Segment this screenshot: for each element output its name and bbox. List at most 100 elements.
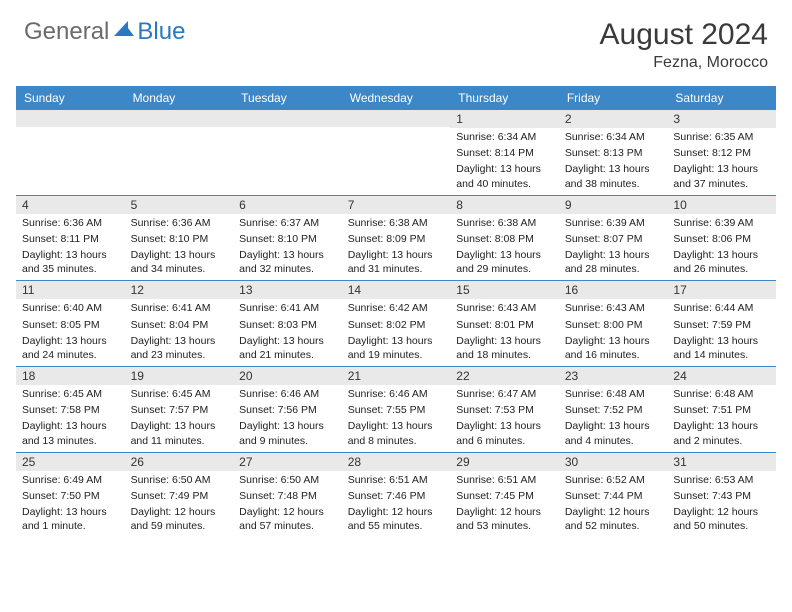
calendar-cell bbox=[125, 110, 234, 196]
cell-content: Sunrise: 6:52 AM Sunset: 7:44 PM Daylight:… bbox=[559, 473, 668, 538]
sunrise-text: Sunrise: 6:40 AM bbox=[22, 301, 119, 315]
calendar-cell: 22Sunrise: 6:47 AMSunset: 7:53 PMDayligh… bbox=[450, 367, 559, 453]
sunrise-text: Sunrise: 6:49 AM bbox=[22, 473, 119, 487]
logo-triangle-icon bbox=[113, 19, 135, 37]
day-header-friday: Friday bbox=[559, 86, 668, 110]
calendar-cell bbox=[16, 110, 125, 196]
day-number bbox=[16, 110, 125, 127]
day-header-monday: Monday bbox=[125, 86, 234, 110]
calendar-cell: 21Sunrise: 6:46 AMSunset: 7:55 PMDayligh… bbox=[342, 367, 451, 453]
calendar-cell: 28 Sunrise: 6:51 AMSunset: 7:46 PMDayligh… bbox=[342, 453, 451, 538]
sunrise-text: Sunrise: 6:34 AM bbox=[565, 130, 662, 144]
sunrise-text: Sunrise: 6:50 AM bbox=[131, 473, 228, 487]
sunrise-text: Sunrise: 6:36 AM bbox=[22, 216, 119, 230]
daylight-text: Daylight: 12 hours and 52 minutes. bbox=[565, 505, 662, 533]
day-number: 30 bbox=[559, 453, 668, 471]
day-number: 8 bbox=[450, 196, 559, 214]
daylight-text: Daylight: 13 hours and 21 minutes. bbox=[239, 334, 336, 362]
daylight-text: Daylight: 13 hours and 1 minute. bbox=[22, 505, 119, 533]
week-row: 25Sunrise: 6:49 AMSunset: 7:50 PMDayligh… bbox=[16, 453, 776, 538]
sunset-text: Sunset: 8:12 PM bbox=[673, 146, 770, 160]
day-number: 9 bbox=[559, 196, 668, 214]
sunrise-text: Sunrise: 6:36 AM bbox=[131, 216, 228, 230]
calendar-cell: 10Sunrise: 6:39 AMSunset: 8:06 PMDayligh… bbox=[667, 196, 776, 282]
cell-content: Sunrise: 6:45 AMSunset: 7:58 PMDaylight:… bbox=[16, 387, 125, 452]
cell-content: Sunrise: 6:51 AMSunset: 7:46 PMDaylight:… bbox=[342, 473, 451, 538]
day-number: 5 bbox=[125, 196, 234, 214]
sunset-text: Sunset: 8:01 PM bbox=[456, 318, 553, 332]
calendar-cell: 31Sunrise: 6:53 AMSunset: 7:43 PMDayligh… bbox=[667, 453, 776, 538]
sunrise-text: Sunrise: 6:43 AM bbox=[456, 301, 553, 315]
calendar-cell: 9Sunrise: 6:39 AMSunset: 8:07 PMDaylight… bbox=[559, 196, 668, 282]
sunset-text: Sunset: 8:06 PM bbox=[673, 232, 770, 246]
cell-content: Sunrise: 6:51 AMSunset: 7:45 PMDaylight:… bbox=[450, 473, 559, 538]
sunrise-text: Sunrise: 6:48 AM bbox=[673, 387, 770, 401]
sunrise-text: Sunrise: 6:46 AM bbox=[239, 387, 336, 401]
calendar-cell bbox=[233, 110, 342, 196]
day-number: 7 bbox=[342, 196, 451, 214]
sunset-text: Sunset: 7:53 PM bbox=[456, 403, 553, 417]
cell-content: Sunrise: 6:46 AMSunset: 7:55 PMDaylight:… bbox=[342, 387, 451, 452]
day-number: 13 bbox=[233, 281, 342, 299]
sunrise-text: Sunrise: 6:37 AM bbox=[239, 216, 336, 230]
daylight-text: Daylight: 13 hours and 8 minutes. bbox=[348, 419, 445, 447]
day-number: 2 bbox=[559, 110, 668, 128]
cell-content: Sunrise: 6:50 AMSunset: 7:48 PMDaylight:… bbox=[233, 473, 342, 538]
calendar-cell: 15Sunrise: 6:43 AMSunset: 8:01 PMDayligh… bbox=[450, 281, 559, 367]
day-number: 12 bbox=[125, 281, 234, 299]
calendar-cell: 17Sunrise: 6:44 AMSunset: 7:59 PMDayligh… bbox=[667, 281, 776, 367]
calendar-cell: 27Sunrise: 6:50 AMSunset: 7:48 PMDayligh… bbox=[233, 453, 342, 538]
day-number: 29 bbox=[450, 453, 559, 471]
day-number: 19 bbox=[125, 367, 234, 385]
day-number: 6 bbox=[233, 196, 342, 214]
day-header-tuesday: Tuesday bbox=[233, 86, 342, 110]
cell-content: Sunrise: 6:34 AMSunset: 8:13 PMDaylight:… bbox=[559, 130, 668, 195]
day-number: 14 bbox=[342, 281, 451, 299]
day-number: 3 bbox=[667, 110, 776, 128]
calendar-cell: 16Sunrise: 6:43 AMSunset: 8:00 PMDayligh… bbox=[559, 281, 668, 367]
cell-content: Sunrise: 6:43 AMSunset: 8:00 PMDaylight:… bbox=[559, 301, 668, 366]
calendar-cell: 7Sunrise: 6:38 AMSunset: 8:09 PMDaylight… bbox=[342, 196, 451, 282]
sunrise-text: Sunrise: 6:48 AM bbox=[565, 387, 662, 401]
calendar-cell: 13Sunrise: 6:41 AMSunset: 8:03 PMDayligh… bbox=[233, 281, 342, 367]
daylight-text: Daylight: 13 hours and 34 minutes. bbox=[131, 248, 228, 276]
day-header-sunday: Sunday bbox=[16, 86, 125, 110]
calendar-cell: 12Sunrise: 6:41 AMSunset: 8:04 PMDayligh… bbox=[125, 281, 234, 367]
day-number bbox=[125, 110, 234, 127]
sunset-text: Sunset: 8:04 PM bbox=[131, 318, 228, 332]
sunrise-text: Sunrise: 6:34 AM bbox=[456, 130, 553, 144]
cell-content: Sunrise: 6:48 AMSunset: 7:52 PMDaylight:… bbox=[559, 387, 668, 452]
sunset-text: Sunset: 7:43 PM bbox=[673, 489, 770, 503]
daylight-text: Daylight: 13 hours and 16 minutes. bbox=[565, 334, 662, 362]
sunset-text: Sunset: 7:55 PM bbox=[348, 403, 445, 417]
sunrise-text: Sunrise: 6:51 AM bbox=[456, 473, 553, 487]
sunrise-text: Sunrise: 6:52 AM bbox=[565, 473, 662, 487]
sunset-text: Sunset: 8:11 PM bbox=[22, 232, 119, 246]
sunrise-text: Sunrise: 6:41 AM bbox=[131, 301, 228, 315]
sunset-text: Sunset: 7:51 PM bbox=[673, 403, 770, 417]
sunrise-text: Sunrise: 6:38 AM bbox=[348, 216, 445, 230]
calendar-cell bbox=[342, 110, 451, 196]
sunset-text: Sunset: 7:44 PM bbox=[565, 489, 662, 503]
cell-content: Sunrise: 6:34 AMSunset: 8:14 PMDaylight:… bbox=[450, 130, 559, 195]
day-number: 26 bbox=[125, 453, 234, 471]
daylight-text: Daylight: 13 hours and 31 minutes. bbox=[348, 248, 445, 276]
daylight-text: Daylight: 13 hours and 26 minutes. bbox=[673, 248, 770, 276]
cell-content: Sunrise: 6:36 AMSunset: 8:10 PMDaylight:… bbox=[125, 216, 234, 281]
logo: General Blue bbox=[24, 18, 185, 46]
sunset-text: Sunset: 8:13 PM bbox=[565, 146, 662, 160]
sunset-text: Sunset: 8:08 PM bbox=[456, 232, 553, 246]
cell-content: Sunrise: 6:43 AMSunset: 8:01 PMDaylight:… bbox=[450, 301, 559, 366]
sunset-text: Sunset: 8:10 PM bbox=[239, 232, 336, 246]
sunset-text: Sunset: 7:50 PM bbox=[22, 489, 119, 503]
sunset-text: Sunset: 7:45 PM bbox=[456, 489, 553, 503]
day-number: 31 bbox=[667, 453, 776, 471]
daylight-text: Daylight: 13 hours and 28 minutes. bbox=[565, 248, 662, 276]
sunset-text: Sunset: 7:58 PM bbox=[22, 403, 119, 417]
calendar-cell: 23Sunrise: 6:48 AMSunset: 7:52 PMDayligh… bbox=[559, 367, 668, 453]
sunset-text: Sunset: 7:46 PM bbox=[348, 489, 445, 503]
day-number: 28 bbox=[342, 453, 451, 471]
daylight-text: Daylight: 13 hours and 29 minutes. bbox=[456, 248, 553, 276]
week-row: 18Sunrise: 6:45 AMSunset: 7:58 PMDayligh… bbox=[16, 367, 776, 453]
daylight-text: Daylight: 13 hours and 9 minutes. bbox=[239, 419, 336, 447]
